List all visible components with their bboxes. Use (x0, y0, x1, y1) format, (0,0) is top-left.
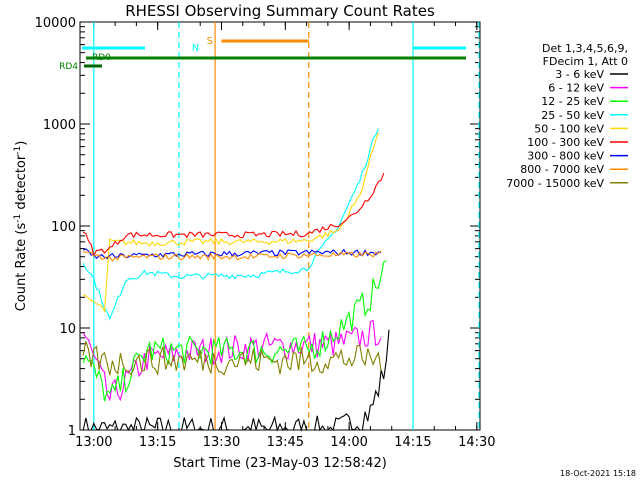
y-tick-label-0: 1 (68, 424, 76, 439)
chart-title: RHESSI Observing Summary Count Rates (125, 2, 435, 20)
y-tick-label-3: 1000 (43, 118, 76, 133)
label-rd0: RD0 (92, 53, 111, 63)
y-axis-label: Count Rate (s-1 detector-1) (13, 141, 29, 312)
series-line-3-0 (82, 128, 379, 321)
series-line-7-0 (83, 250, 382, 262)
x-tick-label-3: 13:45 (267, 435, 304, 450)
x-tick-label-4: 14:00 (330, 435, 367, 450)
label-n: N (192, 43, 199, 54)
y-tick-label-1: 10 (59, 322, 76, 337)
series-line-0-0 (82, 329, 390, 433)
x-tick-label-2: 13:30 (203, 435, 240, 450)
x-tick-label-1: 13:15 (139, 435, 176, 450)
legend: Det 1,3,4,5,6,9,FDecim 1, Att 03 - 6 keV… (506, 42, 628, 190)
series-line-2-0 (82, 260, 387, 402)
legend-label-7: 800 - 7000 keV (520, 163, 604, 176)
series-lines (82, 128, 390, 433)
legend-label-2: 12 - 25 keV (541, 95, 604, 108)
series-line-8-0 (82, 341, 382, 377)
series-line-5-0 (82, 173, 385, 257)
legend-label-1: 6 - 12 keV (548, 82, 604, 95)
legend-label-5: 100 - 300 keV (527, 136, 604, 149)
svg-text:Count Rate (s-1 detector-1): Count Rate (s-1 detector-1) (13, 141, 29, 312)
chart-marks: NS RD0 RD4 (59, 22, 480, 430)
x-tick-label-6: 14:30 (458, 435, 495, 450)
x-tick-label-0: 13:00 (75, 435, 112, 450)
label-s: S (207, 36, 213, 47)
legend-label-0: 3 - 6 keV (555, 68, 604, 81)
legend-header-0: Det 1,3,4,5,6,9, (542, 42, 628, 55)
y-tick-label-4: 10000 (35, 16, 76, 31)
legend-label-4: 50 - 100 keV (534, 122, 604, 135)
timestamp: 18-Oct-2021 15:18 (560, 469, 636, 478)
y-tick-label-2: 100 (51, 220, 76, 235)
legend-header-1: FDecim 1, Att 0 (543, 55, 628, 68)
plot-area (79, 21, 481, 431)
legend-label-3: 25 - 50 keV (541, 109, 604, 122)
label-rd4: RD4 (59, 62, 78, 72)
series-line-4-0 (82, 132, 379, 314)
legend-label-8: 7000 - 15000 keV (506, 177, 604, 190)
x-tick-label-5: 14:15 (394, 435, 431, 450)
series-line-6-0 (82, 248, 382, 260)
x-axis-label: Start Time (23-May-03 12:58:42) (173, 456, 387, 471)
axis-ticks: 13:00 13:15 13:30 13:45 14:00 14:15 14:30 1 10 10… (35, 16, 496, 450)
legend-label-6: 300 - 800 keV (527, 150, 604, 163)
